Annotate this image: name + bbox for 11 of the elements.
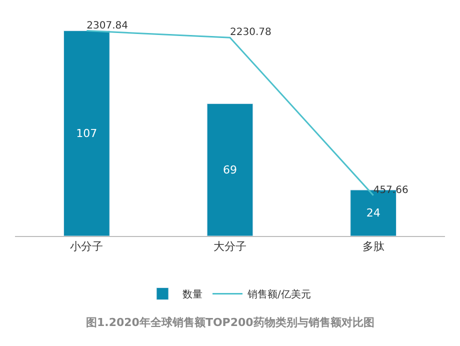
legend-label: 数量 — [182, 290, 202, 301]
data-label: 2230.78 — [230, 27, 272, 38]
data-label: 24 — [366, 206, 380, 220]
x-tick-label: 多肽 — [362, 240, 384, 254]
x-tick-label: 大分子 — [214, 240, 246, 254]
legend-label: 销售额/亿美元 — [246, 288, 311, 301]
data-label: 2307.84 — [86, 20, 128, 32]
data-label: 69 — [223, 163, 237, 176]
x-tick-label: 小分子 — [70, 240, 104, 254]
text: 图1.2020年全球销售额TOP200药物类别与销售额对比图 — [86, 316, 374, 329]
data-label: 107 — [76, 126, 98, 140]
